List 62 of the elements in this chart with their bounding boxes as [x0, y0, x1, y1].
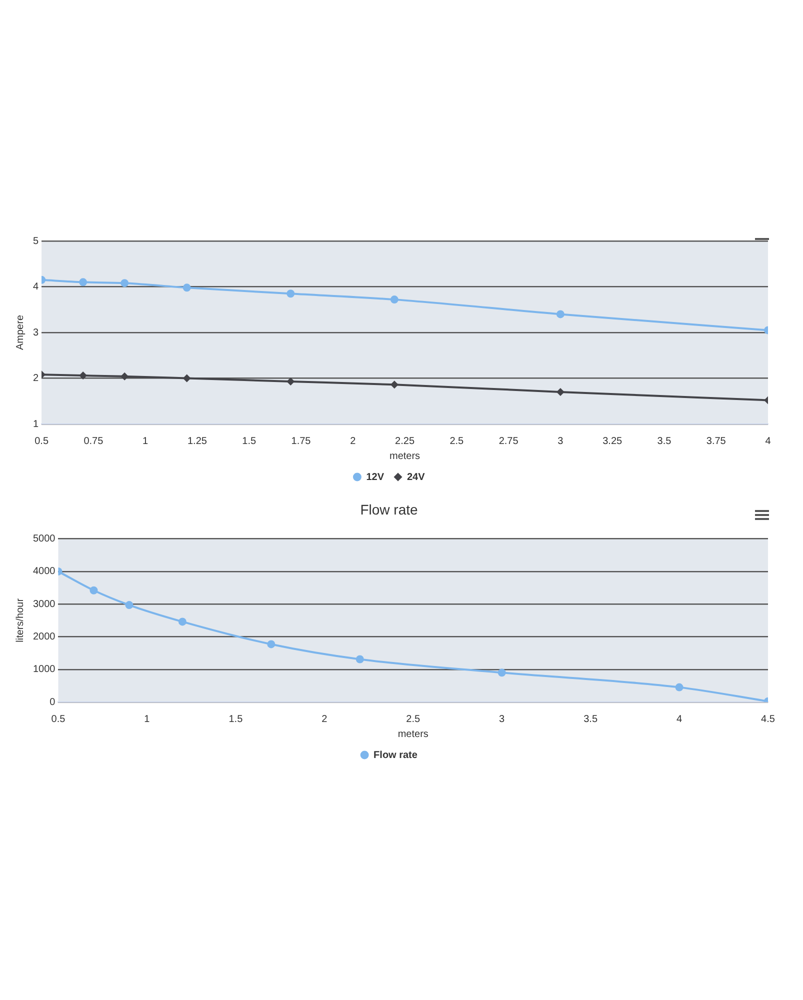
x-tick-label: 0.5 [34, 436, 49, 447]
point [267, 640, 276, 648]
x-tick-label: 3 [499, 714, 506, 725]
legend-label: Flow rate [374, 750, 418, 761]
x-tick-label: 1.5 [228, 714, 244, 725]
x-tick-label: 2 [350, 436, 356, 447]
y-axis-title: Ampere [14, 314, 26, 350]
y-tick-label: 5000 [32, 534, 56, 545]
point [90, 586, 98, 594]
point [356, 655, 364, 664]
y-tick-label: 3000 [32, 598, 56, 610]
point [286, 290, 295, 298]
x-tick-label: 1.25 [187, 436, 208, 447]
legend-label: 12V [366, 472, 384, 483]
x-tick-label: 1.75 [291, 436, 312, 447]
x-tick-label: 0.5 [51, 714, 66, 725]
point [79, 278, 88, 286]
y-axis-title: liters/hour [14, 598, 26, 642]
point [390, 380, 398, 389]
x-tick-label: 2.75 [498, 436, 519, 447]
x-tick-label: 3.5 [657, 436, 672, 447]
x-tick-label: 1 [144, 714, 150, 725]
point [556, 388, 564, 396]
point [178, 618, 186, 626]
y-tick-label: 3 [33, 327, 39, 338]
x-tick-label: 2.5 [406, 714, 421, 725]
x-axis-title: meters [390, 450, 420, 462]
x-axis-title: meters [398, 728, 428, 740]
x-tick-label: 3 [558, 436, 564, 447]
x-tick-label: 3.25 [602, 436, 622, 447]
y-tick-label: 1 [33, 418, 39, 430]
x-tick-label: 2.5 [450, 436, 464, 447]
x-tick-label: 2 [322, 714, 328, 725]
point [182, 284, 191, 292]
y-tick-label: 2000 [32, 631, 56, 642]
point [79, 372, 88, 380]
point [125, 601, 134, 610]
x-tick-label: 1.5 [242, 436, 256, 447]
point [556, 310, 564, 318]
y-tick-label: 4000 [32, 566, 56, 578]
point [286, 377, 295, 386]
y-tick-label: 0 [50, 696, 56, 708]
chart-title: Flow rate [360, 501, 418, 518]
y-tick-label: 1000 [32, 664, 56, 676]
x-tick-label: 4 [765, 436, 772, 447]
x-tick-label: 4 [676, 714, 682, 725]
x-tick-label: 3.5 [584, 714, 598, 725]
point [675, 683, 684, 692]
x-tick-label: 0.75 [84, 436, 104, 447]
y-tick-label: 2 [33, 373, 39, 384]
x-tick-label: 1 [142, 436, 149, 447]
legend-label: 24V [407, 472, 426, 483]
point [498, 668, 506, 677]
point [390, 296, 398, 304]
point [120, 279, 129, 288]
x-tick-label: 2.25 [395, 436, 415, 447]
point [182, 374, 191, 382]
x-tick-label: 3.75 [706, 436, 726, 447]
x-tick-label: 4.5 [761, 714, 776, 725]
y-tick-label: 4 [33, 282, 39, 292]
point [120, 372, 129, 380]
y-tick-label: 5 [33, 236, 39, 247]
